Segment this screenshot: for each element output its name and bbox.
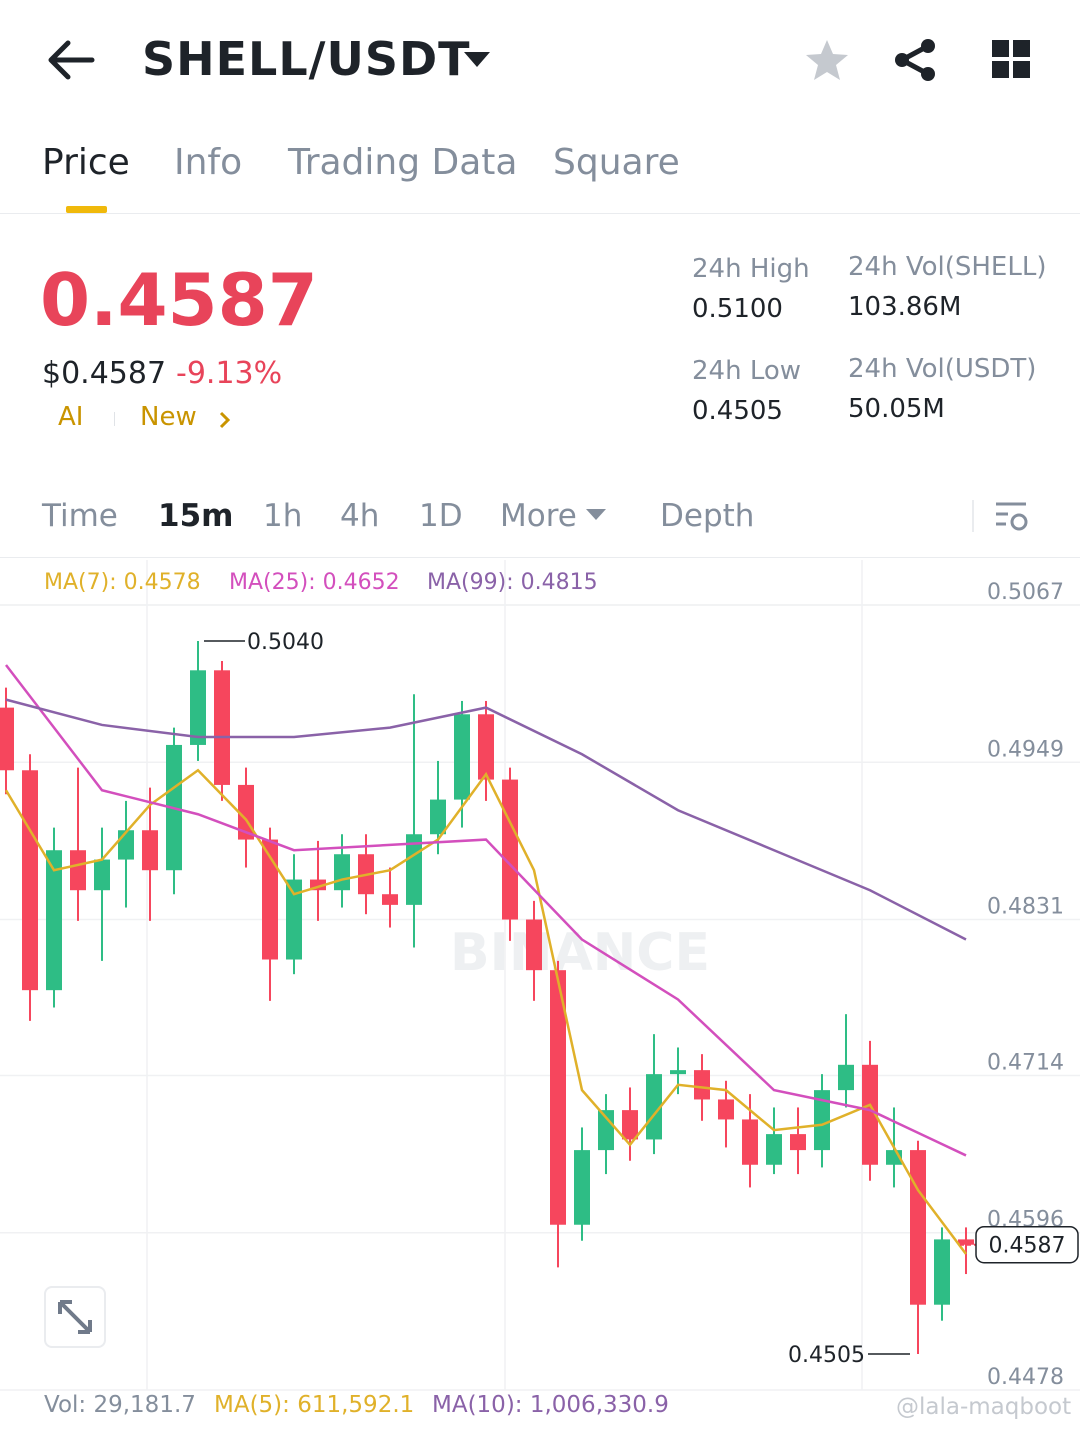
y-tick-label: 0.4949 [987,737,1064,762]
separator [972,500,974,532]
candle-body [454,714,470,800]
candle-body [550,970,566,1225]
tab[interactable]: Trading Data [288,142,518,183]
pair-dropdown[interactable] [462,50,492,70]
interval[interactable]: 1h [263,498,303,534]
candle-body [118,830,134,860]
ma-line [5,664,967,1157]
watermark: @lala-maqboot [896,1394,1072,1420]
interval[interactable]: 4h [340,498,380,534]
y-tick-label: 0.4831 [987,895,1064,920]
tab[interactable]: Info [174,142,243,183]
candle-body [862,1064,878,1165]
tab-indicator [66,206,107,213]
candle-body [814,1090,830,1151]
candle-body [502,779,518,920]
tab[interactable]: Price [42,142,130,183]
volume-ma: MA(5): 611,592.1 [214,1392,415,1418]
candle-body [958,1239,974,1245]
ma-legend: MA(99): 0.4815 [427,570,598,595]
candle-body [262,839,278,960]
candle-body [478,714,494,780]
fullscreen-button[interactable] [44,1286,106,1348]
share-button[interactable] [892,38,938,82]
news-link[interactable]: New [140,402,197,432]
menu-grid[interactable] [992,40,1032,80]
fullscreen-icon [58,1300,92,1334]
candle-body [22,770,38,991]
candle-body [694,1070,710,1100]
candle-body [310,879,326,891]
pair-title[interactable]: SHELL/USDT [142,32,471,86]
candle-body [142,830,158,871]
candle-body [790,1134,806,1151]
separator [114,412,115,426]
more-dropdown[interactable] [585,508,607,522]
stat-label: 24h Low [692,356,802,386]
candle-body [190,670,206,745]
candle-body [670,1070,686,1075]
stat-value: 50.05M [848,394,945,424]
candle-body [718,1099,734,1120]
interval[interactable]: 1D [419,498,463,534]
stat-value: 0.4505 [692,396,783,426]
volume-label: Vol: 29,181.7 [44,1392,196,1418]
last-price-label: 0.4587 [989,1234,1066,1259]
ma-legend: MA(25): 0.4652 [229,570,400,595]
y-tick-label: 0.5067 [987,580,1064,605]
candle-body [526,919,542,971]
divider [0,557,1080,558]
candle-body [94,859,110,891]
low-marker-label: 0.4505 [788,1343,865,1368]
candle-body [766,1134,782,1165]
candle-body [574,1150,590,1225]
interval[interactable]: 15m [158,498,234,534]
ma-legend: MA(7): 0.4578 [44,570,201,595]
candle-body [430,799,446,835]
candle-body [622,1110,638,1140]
stat-label: 24h Vol(USDT) [848,354,1037,384]
interval[interactable]: More [500,498,577,534]
candle-body [934,1239,950,1305]
y-tick-label: 0.4714 [987,1050,1064,1075]
candle-body [70,850,86,891]
price-change: -9.13% [176,356,283,391]
candle-body [838,1064,854,1091]
chart-watermark: BINANCE [450,923,710,983]
candle-body [0,707,14,771]
candle-body [46,850,62,991]
candle-body [334,854,350,891]
volume-ma: MA(10): 1,006,330.9 [432,1392,669,1418]
back-button[interactable] [44,38,96,82]
divider [0,213,1080,214]
stat-value: 0.5100 [692,294,783,324]
candle-body [382,894,398,905]
high-marker-label: 0.5040 [247,630,324,655]
stat-value: 103.86M [848,292,962,322]
interval[interactable]: Time [42,498,118,534]
candle-body [910,1150,926,1305]
stat-label: 24h Vol(SHELL) [848,252,1047,282]
chevron [219,411,231,429]
ai-link[interactable]: AI [58,402,84,432]
last-price: 0.4587 [40,258,318,342]
last-price-box [975,1225,1079,1264]
candle-body [742,1119,758,1165]
stat-label: 24h High [692,254,810,284]
candle-body [214,670,230,785]
candle-body [646,1074,662,1140]
candle-body [286,879,302,960]
y-tick-label: 0.4478 [987,1365,1064,1390]
chart-settings[interactable] [994,500,1030,534]
usd-price: $0.4587 [42,356,167,391]
interval[interactable]: Depth [660,498,755,534]
tab[interactable]: Square [553,142,680,183]
ma-line [5,698,967,941]
ma-line [4,768,967,1255]
favorite-star[interactable] [804,38,850,82]
